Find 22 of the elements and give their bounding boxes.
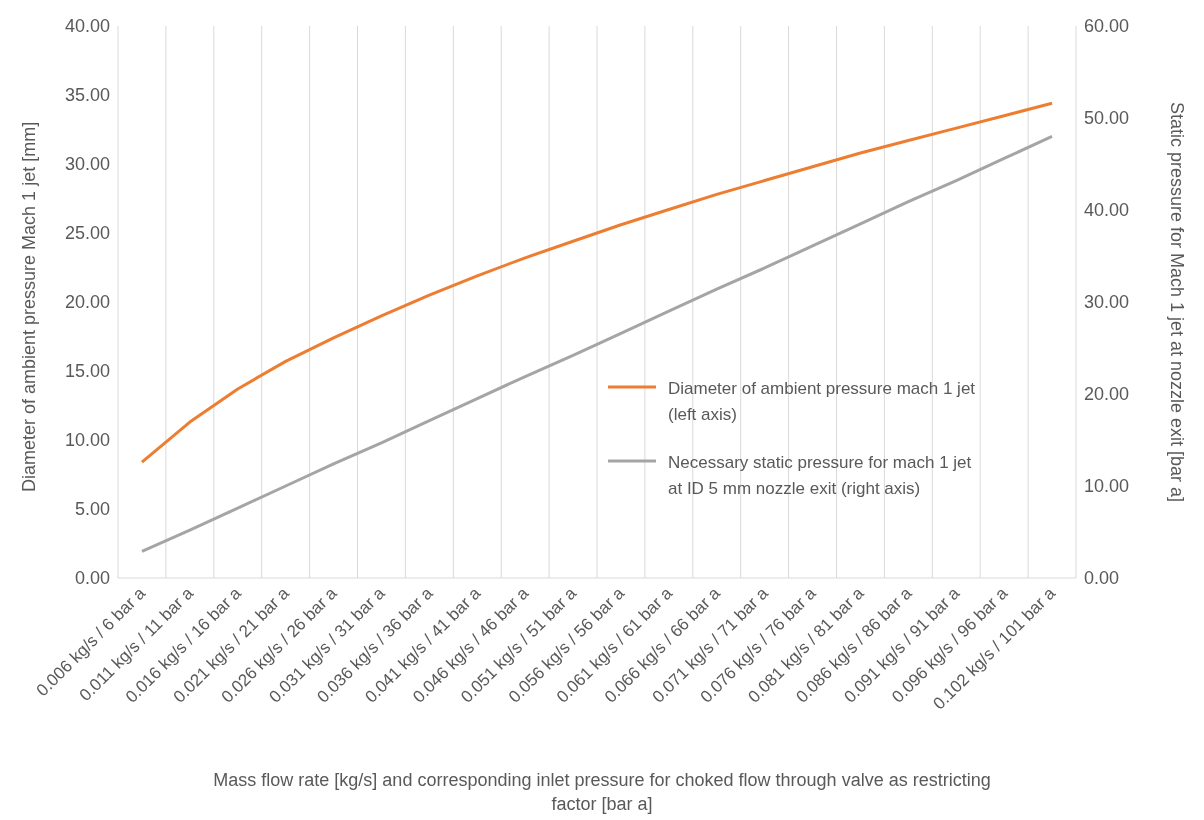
y2-tick-label: 30.00 bbox=[1084, 292, 1130, 313]
y2-tick-label: 40.00 bbox=[1084, 200, 1130, 221]
line-series bbox=[140, 134, 1054, 553]
y-tick-label: 5.00 bbox=[74, 499, 110, 520]
y-tick-label: 25.00 bbox=[64, 223, 110, 244]
y-axis-title: Diameter of ambient pressure Mach 1 jet [mm] bbox=[19, 121, 40, 492]
y-tick-label: 20.00 bbox=[64, 292, 110, 313]
x-axis-title: Mass flow rate [kg/s] and corresponding inlet pressure for choked flow through valve as restricting factor [bar a] bbox=[212, 769, 992, 816]
y2-tick-label: 60.00 bbox=[1084, 16, 1130, 37]
y-tick-label: 0.00 bbox=[74, 568, 110, 589]
y2-tick-label: 0.00 bbox=[1084, 568, 1120, 589]
y-tick-label: 10.00 bbox=[64, 430, 110, 451]
legend-label: Necessary static pressure for mach 1 jet at ID 5 mm nozzle exit (right axis) bbox=[668, 452, 973, 500]
y2-tick-label: 20.00 bbox=[1084, 384, 1130, 405]
y2-axis-title: Static pressure for Mach 1 jet at nozzle exit [bar a] bbox=[1166, 101, 1187, 503]
y2-tick-label: 50.00 bbox=[1084, 108, 1130, 129]
y-tick-label: 15.00 bbox=[64, 361, 110, 382]
y-tick-label: 40.00 bbox=[64, 16, 110, 37]
y2-tick-label: 10.00 bbox=[1084, 476, 1130, 497]
legend-label: Diameter of ambient pressure mach 1 jet (left axis) bbox=[668, 378, 977, 426]
y-tick-label: 35.00 bbox=[64, 85, 110, 106]
y-tick-label: 30.00 bbox=[64, 154, 110, 175]
